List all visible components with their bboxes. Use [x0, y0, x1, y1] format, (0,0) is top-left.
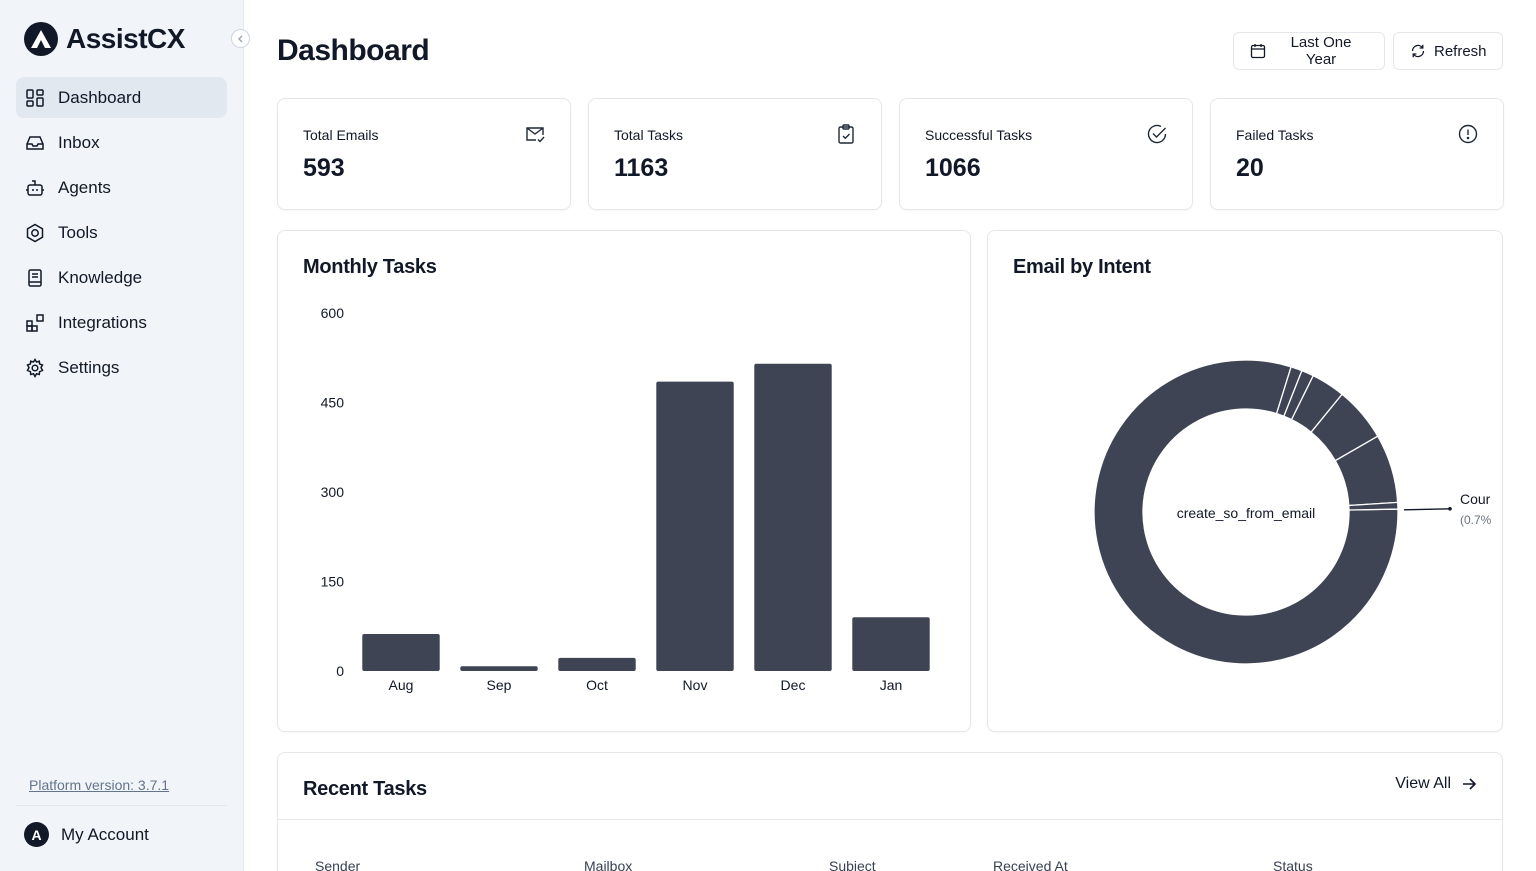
book-icon	[25, 268, 45, 288]
sidebar-item-label: Dashboard	[58, 87, 142, 107]
column-header-subject[interactable]: Subject	[829, 858, 876, 871]
x-tick-label: Nov	[683, 677, 708, 693]
stat-label: Failed Tasks	[1236, 127, 1314, 143]
donut-slice[interactable]	[1093, 359, 1399, 665]
email-by-intent-title: Email by Intent	[1013, 256, 1151, 278]
blocks-icon	[25, 313, 45, 333]
stat-card-failed-tasks: Failed Tasks 20	[1210, 98, 1504, 210]
y-tick-label: 0	[336, 663, 344, 679]
recent-tasks-card: Recent Tasks View All Sender Mailbox Sub…	[277, 752, 1503, 871]
x-tick-label: Dec	[781, 677, 806, 693]
sidebar-item-label: Settings	[58, 357, 120, 377]
refresh-label: Refresh	[1434, 42, 1487, 60]
stat-card-total-emails: Total Emails 593	[277, 98, 571, 210]
bar-oct[interactable]	[558, 657, 636, 671]
y-tick-label: 600	[321, 305, 345, 321]
bot-icon	[25, 178, 45, 198]
date-range-label: Last One Year	[1290, 34, 1352, 68]
x-tick-label: Jan	[880, 677, 903, 693]
sidebar-item-label: Integrations	[58, 312, 147, 332]
sidebar-item-integrations[interactable]: Integrations	[16, 302, 227, 343]
hexagon-icon	[25, 223, 45, 243]
arrow-right-icon	[1461, 776, 1477, 792]
chevron-left-icon	[237, 35, 242, 42]
sidebar-item-label: Tools	[58, 222, 98, 242]
mail-check-icon	[524, 123, 546, 145]
bar-aug[interactable]	[362, 634, 440, 671]
alert-circle-icon	[1457, 123, 1479, 145]
x-tick-label: Oct	[586, 677, 608, 693]
sidebar-divider	[16, 805, 227, 806]
stat-label: Total Tasks	[614, 127, 683, 143]
y-tick-label: 300	[321, 484, 345, 500]
stat-label: Total Emails	[303, 127, 379, 143]
page-title: Dashboard	[277, 34, 430, 67]
monthly-tasks-title: Monthly Tasks	[303, 256, 437, 278]
email-by-intent-card: Email by Intent create_so_from_email Cour…	[987, 230, 1503, 732]
brand[interactable]: AssistCX	[24, 22, 185, 56]
callout-sublabel: (0.7%	[1460, 513, 1492, 527]
bar-jan[interactable]	[852, 617, 930, 671]
donut-slice[interactable]	[1348, 501, 1399, 511]
callout-label: Cour	[1460, 491, 1491, 507]
view-all-link[interactable]: View All	[1395, 775, 1477, 793]
column-header-mailbox[interactable]: Mailbox	[584, 858, 633, 871]
sidebar-item-settings[interactable]: Settings	[16, 347, 227, 388]
sidebar-item-label: Agents	[58, 177, 111, 197]
sidebar-item-tools[interactable]: Tools	[16, 212, 227, 253]
y-tick-label: 150	[321, 574, 345, 590]
sidebar-item-label: Knowledge	[58, 267, 143, 287]
dashboard-icon	[25, 88, 45, 108]
sidebar-item-agents[interactable]: Agents	[16, 167, 227, 208]
callout-dot	[1448, 506, 1452, 511]
platform-version-link[interactable]: Platform version: 3.7.1	[29, 777, 170, 793]
inbox-icon	[25, 133, 45, 153]
calendar-icon	[1250, 43, 1266, 59]
sidebar-item-knowledge[interactable]: Knowledge	[16, 257, 227, 298]
app-name: AssistCX	[66, 23, 185, 54]
x-tick-label: Aug	[389, 677, 414, 693]
column-header-status[interactable]: Status	[1273, 858, 1313, 871]
sidebar: AssistCX Dashboard Inbox Agents	[0, 0, 250, 871]
column-header-sender[interactable]: Sender	[315, 858, 361, 871]
bar-nov[interactable]	[656, 381, 734, 671]
brand-logo-icon	[24, 22, 58, 56]
x-tick-label: Sep	[487, 677, 512, 693]
bar-sep[interactable]	[460, 666, 538, 671]
recent-tasks-title: Recent Tasks	[303, 778, 427, 800]
stat-value: 1066	[925, 154, 981, 182]
stat-card-successful-tasks: Successful Tasks 1066	[899, 98, 1193, 210]
callout-line	[1403, 508, 1450, 511]
sidebar-item-dashboard[interactable]: Dashboard	[16, 77, 227, 118]
y-tick-label: 450	[321, 395, 345, 411]
monthly-tasks-chart: 0 150 300 450 600 Aug Sep Oct Nov Dec Jan	[321, 305, 930, 693]
stat-card-total-tasks: Total Tasks 1163	[588, 98, 882, 210]
sidebar-item-inbox[interactable]: Inbox	[16, 122, 227, 163]
donut-center-label: create_so_from_email	[1177, 505, 1316, 521]
refresh-button[interactable]: Refresh	[1393, 32, 1503, 70]
monthly-tasks-card: Monthly Tasks 0 150 300 450 600 Aug Sep Oct Nov D…	[277, 230, 971, 732]
view-all-label: View All	[1395, 775, 1451, 792]
avatar: A	[24, 822, 49, 847]
clipboard-check-icon	[835, 123, 857, 145]
recent-tasks-divider	[278, 819, 1502, 820]
account-label: My Account	[61, 824, 149, 844]
refresh-icon	[1410, 43, 1426, 59]
stat-value: 1163	[614, 154, 669, 182]
column-header-received-at[interactable]: Received At	[993, 858, 1068, 871]
sidebar-nav: Dashboard Inbox Agents Tools Knowledge	[16, 77, 227, 392]
sidebar-item-label: Inbox	[58, 132, 100, 152]
gear-icon	[25, 357, 45, 378]
date-range-button[interactable]: Last One Year	[1233, 32, 1385, 70]
check-circle-icon	[1146, 123, 1168, 145]
collapse-sidebar-button[interactable]	[231, 29, 250, 48]
stat-value: 593	[303, 154, 345, 182]
stat-label: Successful Tasks	[925, 127, 1033, 143]
my-account-button[interactable]: A My Account	[24, 822, 149, 847]
email-by-intent-chart: create_so_from_email Cour (0.7%	[1093, 359, 1492, 665]
bar-dec[interactable]	[754, 363, 832, 671]
stat-value: 20	[1236, 154, 1264, 182]
